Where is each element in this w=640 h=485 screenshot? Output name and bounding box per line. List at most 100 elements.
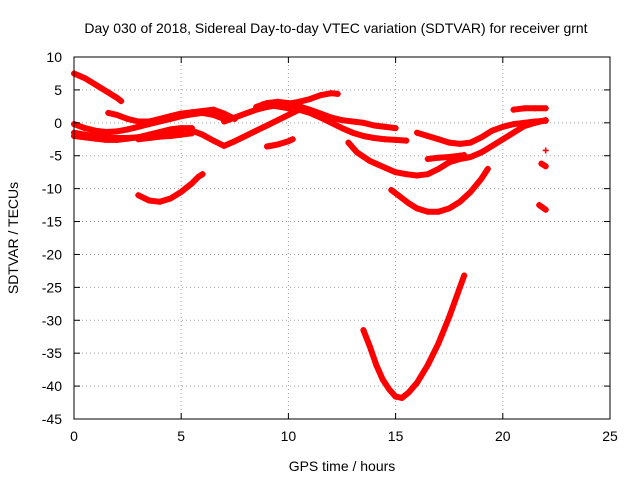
data-point <box>242 110 249 117</box>
data-point <box>414 379 421 386</box>
data-point <box>103 88 110 95</box>
data-point <box>81 125 88 132</box>
data-point <box>92 135 99 142</box>
data-point <box>221 118 228 125</box>
data-point <box>199 171 206 178</box>
data-point <box>285 138 292 145</box>
data-point <box>81 75 88 82</box>
data-point <box>124 115 131 122</box>
data-point <box>92 127 99 134</box>
data-point <box>242 132 249 139</box>
data-point <box>334 90 341 97</box>
data-point <box>456 284 463 291</box>
data-point <box>210 106 217 113</box>
data-point <box>478 149 485 156</box>
data-point <box>349 118 356 125</box>
data-point <box>456 140 463 147</box>
data-point <box>435 340 442 347</box>
data-point <box>399 394 406 401</box>
x-tick-label: 25 <box>602 428 618 444</box>
x-axis-label: GPS time / hours <box>289 458 396 474</box>
data-point <box>135 136 142 143</box>
data-point <box>195 173 202 180</box>
plot-frame <box>73 56 611 420</box>
data-point <box>461 272 468 279</box>
data-point <box>392 136 399 143</box>
data-point <box>435 165 442 172</box>
data-point <box>386 386 393 393</box>
data-point <box>446 313 453 320</box>
data-point <box>118 98 125 105</box>
data-point <box>167 195 174 202</box>
data-point <box>446 154 453 161</box>
data-point <box>542 163 549 170</box>
data-point <box>199 131 206 138</box>
data-point <box>285 111 292 118</box>
y-tick-label: -30 <box>42 312 62 328</box>
data-point <box>146 134 153 141</box>
data-point <box>349 129 356 136</box>
data-point <box>221 110 228 117</box>
data-point <box>221 142 228 149</box>
data-point <box>317 114 324 121</box>
data-point <box>103 129 110 136</box>
data-point <box>531 105 538 112</box>
series-arc-15 <box>388 165 491 215</box>
data-point <box>435 208 442 215</box>
data-point <box>328 90 335 97</box>
series-arc-1 <box>71 70 125 105</box>
data-point <box>489 127 496 134</box>
y-tick-label: -45 <box>42 411 62 427</box>
x-tick-label: 5 <box>177 428 185 444</box>
data-point <box>253 104 260 111</box>
data-point <box>92 81 99 88</box>
data-point <box>467 154 474 161</box>
data-point <box>306 96 313 103</box>
y-tick-label: -10 <box>42 181 62 197</box>
data-point <box>392 393 399 400</box>
series-arc-17 <box>360 272 468 401</box>
data-point <box>113 136 120 143</box>
data-point <box>542 147 549 154</box>
data-point <box>379 376 386 383</box>
series-trace <box>71 70 125 105</box>
data-point <box>113 128 120 135</box>
series-trace <box>259 101 410 144</box>
data-point <box>521 105 528 112</box>
x-tick-label: 0 <box>70 428 78 444</box>
data-point <box>531 118 538 125</box>
data-point <box>403 171 410 178</box>
data-point <box>178 188 185 195</box>
data-point <box>354 149 361 156</box>
x-tick-label: 10 <box>281 428 297 444</box>
data-point <box>521 119 528 126</box>
data-point <box>124 135 131 142</box>
y-tick-label: 10 <box>46 49 62 65</box>
data-point <box>456 198 463 205</box>
data-point <box>542 117 549 124</box>
data-point <box>285 100 292 107</box>
x-tick-label: 15 <box>388 428 404 444</box>
data-point <box>414 129 421 136</box>
series-arc-11 <box>259 101 410 144</box>
series-arc-19 <box>538 160 549 170</box>
series-arc-21 <box>542 147 549 154</box>
data-point <box>188 180 195 187</box>
data-point <box>167 126 174 133</box>
data-point <box>371 122 378 129</box>
data-point <box>199 107 206 114</box>
y-tick-label: 0 <box>54 115 62 131</box>
data-point <box>446 139 453 146</box>
series-arc-16 <box>424 152 468 163</box>
data-point <box>135 118 142 125</box>
data-point <box>360 119 367 126</box>
y-tick-label: -35 <box>42 345 62 361</box>
series-trace <box>510 105 549 113</box>
data-point <box>113 94 120 101</box>
data-point <box>424 362 431 369</box>
data-point <box>178 110 185 117</box>
data-point <box>339 125 345 132</box>
data-point <box>478 175 485 182</box>
y-tick-label: -20 <box>42 246 62 262</box>
